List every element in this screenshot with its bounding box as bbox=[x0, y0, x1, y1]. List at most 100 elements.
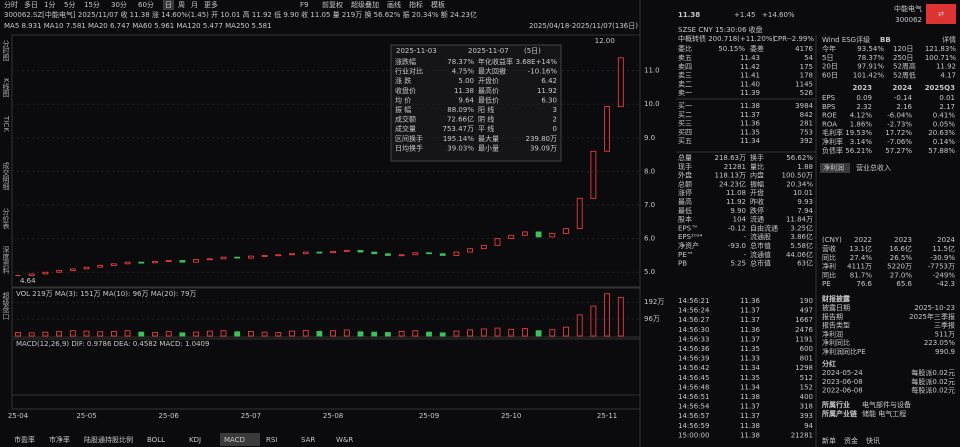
side-tab[interactable]: 超级盘口 bbox=[2, 291, 10, 320]
volume-bar bbox=[83, 330, 90, 337]
popup-value: 3 bbox=[553, 106, 557, 114]
fin-tab[interactable]: 营业总收入 bbox=[856, 163, 891, 172]
tool-button[interactable]: 超级叠加 bbox=[351, 0, 379, 9]
period-tab[interactable]: 1分 bbox=[44, 0, 55, 9]
annual-header: 2024 bbox=[937, 236, 955, 244]
volume-bar bbox=[563, 326, 569, 337]
volume-bar bbox=[357, 331, 364, 337]
indicator-tab[interactable]: 市盈率 bbox=[14, 435, 35, 444]
period-tab[interactable]: 分时 bbox=[4, 0, 18, 9]
candle bbox=[357, 249, 364, 253]
stat-value: 3.86亿 bbox=[790, 232, 813, 241]
trade-volume: 512 bbox=[800, 374, 813, 382]
popup-value: 5.00 bbox=[458, 77, 474, 85]
ma-line: MA5 8.931 MA10 7.581 MA20 6.747 MA60 5.9… bbox=[4, 22, 272, 30]
trade-button[interactable] bbox=[926, 4, 956, 24]
y-tick-label: 96万 bbox=[644, 315, 660, 323]
candle bbox=[28, 273, 35, 276]
candle bbox=[193, 259, 200, 263]
trade-volume: 400 bbox=[800, 393, 813, 401]
candle bbox=[42, 271, 49, 275]
panel-tab[interactable]: 资金 bbox=[844, 436, 858, 445]
fin-value: -7.06% bbox=[887, 138, 912, 146]
book-volume: 842 bbox=[800, 111, 813, 119]
perf-value: 121.83% bbox=[925, 45, 956, 53]
fin-value: 4.12% bbox=[850, 112, 873, 120]
trade-price: 11.37 bbox=[740, 412, 760, 420]
tool-button[interactable]: 前复权 bbox=[322, 0, 343, 9]
tool-button[interactable]: 指标 bbox=[409, 0, 423, 9]
indicator-tab[interactable]: KDJ bbox=[189, 436, 201, 444]
fin-tab[interactable]: 净利润 bbox=[823, 163, 844, 172]
fin-value: 2.17 bbox=[939, 103, 955, 111]
stat-key: 总量 bbox=[678, 153, 692, 162]
side-tab[interactable]: 深度资料 bbox=[2, 245, 10, 275]
indicator-tab[interactable]: BOLL bbox=[147, 436, 165, 444]
trade-volume: 190 bbox=[800, 297, 813, 305]
indicator-tab[interactable]: 陆股通持股比例 bbox=[84, 435, 133, 444]
volume-bar bbox=[28, 332, 35, 337]
y-tick-label: 9.0 bbox=[644, 134, 655, 142]
tool-button[interactable]: 画线 bbox=[387, 0, 401, 9]
side-tab[interactable]: TICK bbox=[2, 115, 10, 132]
candle bbox=[275, 254, 282, 257]
period-tab[interactable]: 日 bbox=[165, 1, 172, 9]
stat-value: 1.88 bbox=[797, 163, 813, 171]
section-title: 分红 bbox=[822, 359, 836, 368]
indicator-tab[interactable]: MACD bbox=[224, 436, 245, 444]
tool-button[interactable]: F9 bbox=[300, 1, 308, 9]
stat-key: 自由流通 bbox=[750, 223, 778, 232]
annual-value: 13.1亿 bbox=[849, 244, 872, 253]
stat-value: 104 bbox=[733, 216, 747, 224]
panel-tab[interactable]: 新单 bbox=[822, 436, 836, 445]
stat-value: 5.58亿 bbox=[790, 241, 813, 250]
fin-value: 0.09 bbox=[856, 94, 872, 102]
candle bbox=[206, 258, 213, 261]
side-tab[interactable]: 成交明细 bbox=[2, 161, 10, 191]
period-tab[interactable]: 5分 bbox=[64, 0, 75, 9]
period-tab[interactable]: 周 bbox=[178, 1, 185, 9]
popup-value: 753.47万 bbox=[443, 125, 475, 133]
trade-price: 11.34 bbox=[740, 364, 761, 372]
indicator-tab[interactable]: W&R bbox=[336, 436, 353, 444]
trade-volume: 1298 bbox=[795, 364, 813, 372]
panel-tab[interactable]: 快讯 bbox=[866, 436, 880, 445]
x-tick-label: 25-10 bbox=[501, 412, 521, 420]
stat-key: 昨收 bbox=[750, 197, 764, 206]
trade-price: 11.34 bbox=[740, 383, 761, 391]
popup-value: 4.75% bbox=[452, 68, 475, 76]
popup-key: 最大量 bbox=[478, 134, 499, 143]
indicator-tab[interactable]: SAR bbox=[301, 436, 315, 444]
x-tick-label: 25-07 bbox=[241, 412, 261, 420]
volume-bar bbox=[522, 328, 528, 337]
period-tab[interactable]: 多日 bbox=[24, 0, 38, 9]
indicator-tab[interactable]: 市净率 bbox=[49, 435, 70, 444]
volume-bar bbox=[439, 332, 446, 337]
period-tab[interactable]: 15分 bbox=[84, 0, 100, 9]
book-volume: 392 bbox=[800, 137, 813, 145]
period-tab[interactable]: 60分 bbox=[138, 0, 154, 9]
tool-button[interactable]: 模板 bbox=[431, 0, 445, 9]
popup-key: 涨 跌 bbox=[395, 76, 411, 85]
fin-value: 20.63% bbox=[928, 129, 955, 137]
report-value: 223.05% bbox=[924, 339, 955, 347]
side-tab[interactable]: K线图 bbox=[2, 78, 10, 98]
side-tab[interactable]: 分时图 bbox=[2, 39, 10, 62]
volume-bar bbox=[590, 305, 597, 337]
volume-bar bbox=[343, 329, 350, 337]
period-tab[interactable]: 更多 bbox=[204, 0, 218, 9]
period-tab[interactable]: 月 bbox=[191, 1, 198, 9]
stat-value: -0.12 bbox=[728, 224, 746, 232]
indicator-tab[interactable]: RSI bbox=[266, 436, 277, 444]
volume-bar bbox=[275, 332, 282, 337]
popup-key: 最大回撤 bbox=[478, 67, 506, 76]
side-tab[interactable]: 分价表 bbox=[2, 207, 10, 230]
report-value: 2025年三季报 bbox=[909, 312, 955, 321]
book-level: 卖四 bbox=[678, 63, 692, 71]
industry-key: 所属产业链 bbox=[822, 409, 857, 418]
period-tab[interactable]: 30分 bbox=[111, 0, 127, 9]
esg-detail[interactable]: 详情 bbox=[942, 35, 956, 44]
stat-key: 净资产 bbox=[678, 241, 699, 250]
book-price: 11.40 bbox=[740, 80, 760, 88]
